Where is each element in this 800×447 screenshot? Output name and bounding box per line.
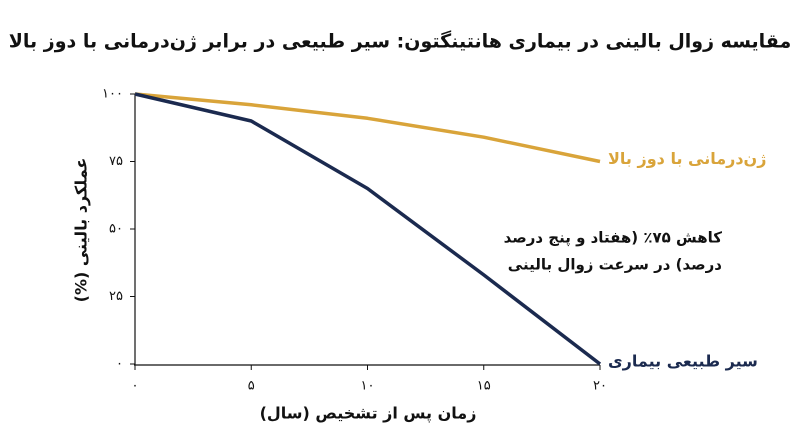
annotation: کاهش ۷۵٪ (هفتاد و پنج درصد xyxy=(504,229,723,248)
y-tick-label: ۰ xyxy=(116,357,123,372)
x-axis-label: زمان پس از تشخیص (سال) xyxy=(260,404,477,424)
chart-title: مقایسه زوال بالینی در بیماری هانتینگتون:… xyxy=(9,30,792,53)
y-tick-label: ۵۰ xyxy=(109,222,123,237)
series-line xyxy=(134,92,602,366)
x-tick-label: ۱۰ xyxy=(361,379,375,394)
series-label: ژن‌درمانی با دوز بالا xyxy=(608,149,766,168)
x-tick-label: ۲۰ xyxy=(593,379,607,394)
y-tick-label: ۲۵ xyxy=(109,289,123,304)
series-label: سیر طبیعی بیماری xyxy=(608,352,758,371)
series-line xyxy=(134,92,601,164)
y-tick-label: ۱۰۰ xyxy=(102,87,123,102)
y-tick-label: ۷۵ xyxy=(109,154,123,169)
x-tick-label: ۵ xyxy=(248,379,255,394)
annotation: درصد) در سرعت زوال بالینی xyxy=(508,256,723,274)
x-tick-label: ۱۵ xyxy=(477,379,491,394)
x-tick-label: ۰ xyxy=(132,379,139,394)
y-axis-label: عملکرد بالینی (%) xyxy=(72,158,91,303)
